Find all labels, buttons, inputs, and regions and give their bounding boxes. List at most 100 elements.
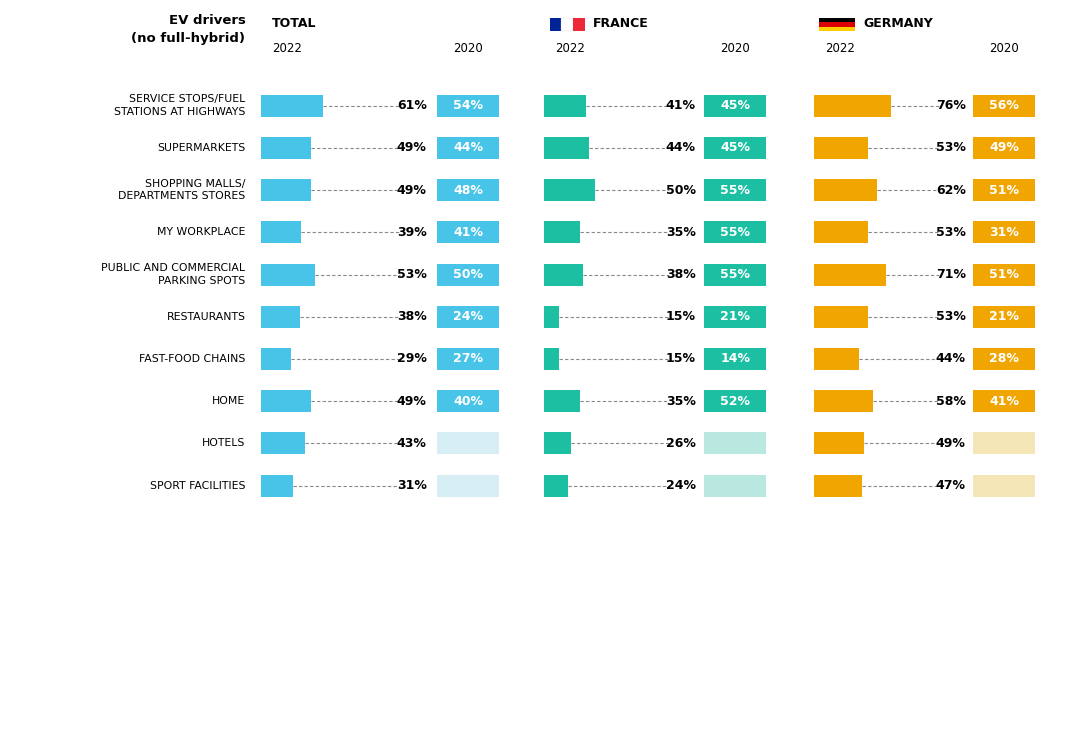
Text: 2022: 2022 — [555, 42, 585, 55]
FancyBboxPatch shape — [437, 95, 499, 117]
Text: 2022: 2022 — [272, 42, 302, 55]
FancyBboxPatch shape — [819, 18, 855, 22]
Text: 49%: 49% — [989, 141, 1019, 155]
Text: 45%: 45% — [720, 99, 750, 112]
FancyBboxPatch shape — [437, 221, 499, 243]
Text: 71%: 71% — [936, 268, 966, 281]
Text: 27%: 27% — [453, 352, 483, 366]
FancyBboxPatch shape — [261, 432, 305, 454]
FancyBboxPatch shape — [973, 95, 1035, 117]
FancyBboxPatch shape — [573, 18, 585, 31]
FancyBboxPatch shape — [814, 263, 886, 286]
FancyBboxPatch shape — [973, 306, 1035, 328]
FancyBboxPatch shape — [437, 475, 499, 497]
Text: 24%: 24% — [453, 310, 483, 323]
Text: 53%: 53% — [936, 310, 966, 323]
Text: TOTAL: TOTAL — [272, 17, 317, 30]
FancyBboxPatch shape — [704, 348, 766, 370]
Text: PUBLIC AND COMMERCIAL
PARKING SPOTS: PUBLIC AND COMMERCIAL PARKING SPOTS — [101, 263, 245, 286]
FancyBboxPatch shape — [704, 390, 766, 412]
Text: 50%: 50% — [666, 184, 696, 197]
FancyBboxPatch shape — [973, 95, 1035, 117]
Text: 54%: 54% — [453, 99, 483, 112]
FancyBboxPatch shape — [704, 306, 766, 328]
FancyBboxPatch shape — [814, 95, 891, 117]
FancyBboxPatch shape — [704, 432, 766, 454]
FancyBboxPatch shape — [704, 348, 766, 370]
Text: 40%: 40% — [453, 394, 483, 408]
Text: 41%: 41% — [666, 99, 696, 112]
FancyBboxPatch shape — [704, 263, 766, 286]
Text: of observations: of observations — [731, 661, 831, 673]
FancyBboxPatch shape — [973, 221, 1035, 243]
Text: 58%: 58% — [936, 394, 966, 408]
FancyBboxPatch shape — [437, 263, 499, 286]
FancyBboxPatch shape — [704, 263, 766, 286]
Text: 48%: 48% — [453, 184, 483, 197]
FancyBboxPatch shape — [437, 348, 499, 370]
FancyBboxPatch shape — [261, 95, 323, 117]
FancyBboxPatch shape — [261, 306, 300, 328]
Text: HOTELS: HOTELS — [202, 439, 245, 448]
FancyBboxPatch shape — [814, 475, 862, 497]
FancyBboxPatch shape — [973, 348, 1035, 370]
FancyBboxPatch shape — [973, 263, 1035, 286]
Text: 41%: 41% — [453, 226, 483, 239]
FancyBboxPatch shape — [704, 390, 766, 412]
Text: 55%: 55% — [720, 268, 750, 281]
FancyBboxPatch shape — [704, 306, 766, 328]
FancyBboxPatch shape — [561, 18, 573, 31]
FancyBboxPatch shape — [544, 390, 579, 412]
Text: 53%: 53% — [397, 268, 427, 281]
Text: 44%: 44% — [666, 141, 696, 155]
Text: FAST-FOOD CHAINS: FAST-FOOD CHAINS — [139, 354, 245, 364]
Text: 21%: 21% — [989, 310, 1019, 323]
FancyBboxPatch shape — [544, 475, 569, 497]
Text: HOME: HOME — [212, 396, 245, 406]
FancyBboxPatch shape — [261, 221, 301, 243]
Text: 41%: 41% — [989, 394, 1019, 408]
Text: 35%: 35% — [666, 394, 696, 408]
Text: 62%: 62% — [936, 184, 966, 197]
Text: 50%: 50% — [453, 268, 483, 281]
Text: 38%: 38% — [666, 268, 696, 281]
Text: 44%: 44% — [936, 352, 966, 366]
Text: 39%: 39% — [397, 226, 427, 239]
Text: 49%: 49% — [397, 184, 427, 197]
FancyBboxPatch shape — [819, 27, 855, 31]
Text: SHOPPING MALLS/
DEPARTMENTS STORES: SHOPPING MALLS/ DEPARTMENTS STORES — [118, 178, 245, 201]
FancyBboxPatch shape — [704, 137, 766, 159]
Text: 53%: 53% — [936, 226, 966, 239]
Text: 49%: 49% — [397, 394, 427, 408]
Text: SPORT FACILITIES: SPORT FACILITIES — [149, 481, 245, 491]
Text: 55%: 55% — [720, 226, 750, 239]
FancyBboxPatch shape — [819, 22, 855, 27]
FancyBboxPatch shape — [544, 348, 559, 370]
Text: 56%: 56% — [989, 99, 1019, 112]
Text: FRANCE: FRANCE — [593, 17, 649, 30]
FancyBboxPatch shape — [437, 306, 499, 328]
FancyBboxPatch shape — [437, 263, 499, 286]
Text: 24%: 24% — [666, 480, 696, 492]
Text: Limited number: Limited number — [603, 661, 715, 673]
Text: 52%: 52% — [720, 394, 750, 408]
FancyBboxPatch shape — [544, 137, 589, 159]
FancyBboxPatch shape — [814, 179, 877, 201]
Text: 2020: 2020 — [453, 42, 483, 55]
FancyBboxPatch shape — [704, 475, 766, 497]
Text: 2020: 2020 — [989, 42, 1019, 55]
FancyBboxPatch shape — [814, 390, 873, 412]
Text: 2020: 2020 — [720, 42, 750, 55]
FancyBboxPatch shape — [437, 432, 499, 454]
Text: EV drivers (n=136 total: France n=34, Germany n=45, the
Netherlands n=24, UK n=3: EV drivers (n=136 total: France n=34, Ge… — [134, 636, 507, 664]
FancyBboxPatch shape — [973, 390, 1035, 412]
Text: GERMANY: GERMANY — [863, 17, 933, 30]
Text: 45%: 45% — [720, 141, 750, 155]
Text: 14%: 14% — [720, 352, 750, 366]
Text: 61%: 61% — [397, 99, 427, 112]
FancyBboxPatch shape — [437, 390, 499, 412]
FancyBboxPatch shape — [261, 348, 291, 370]
FancyBboxPatch shape — [814, 221, 867, 243]
FancyBboxPatch shape — [437, 137, 499, 159]
FancyBboxPatch shape — [550, 18, 561, 31]
